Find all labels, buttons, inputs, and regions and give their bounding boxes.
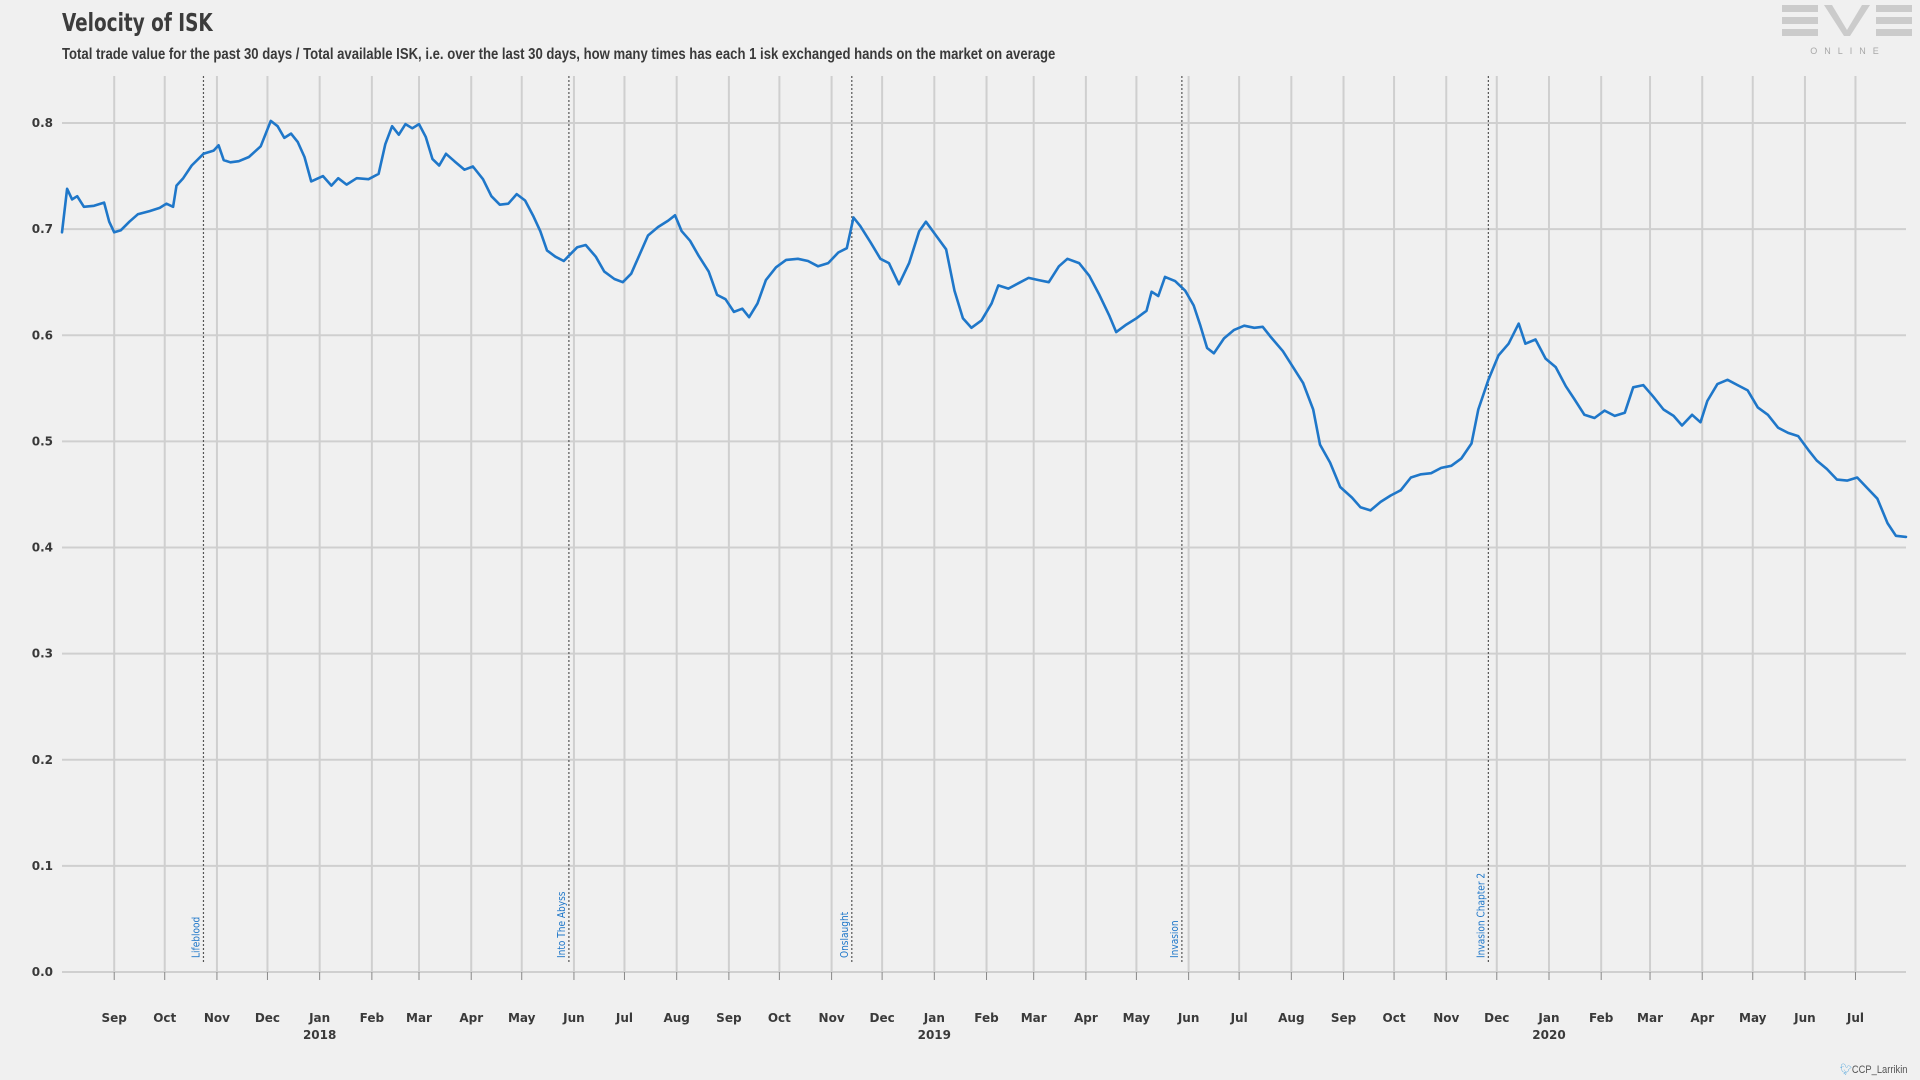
x-tick-label: Mar bbox=[406, 1011, 432, 1025]
x-year-label: 2020 bbox=[1532, 1028, 1565, 1042]
x-tick-label: Jan bbox=[1537, 1011, 1559, 1025]
series-line bbox=[60, 119, 1908, 539]
x-tick-label: Sep bbox=[102, 1011, 128, 1025]
x-tick-label: Dec bbox=[870, 1011, 895, 1025]
x-tick-label: Apr bbox=[1690, 1011, 1714, 1025]
x-tick-label: Feb bbox=[1589, 1011, 1614, 1025]
x-tick-label: Aug bbox=[1278, 1011, 1304, 1025]
y-tick-label: 0.6 bbox=[32, 328, 53, 342]
x-tick-label: Jul bbox=[1846, 1011, 1864, 1025]
credit: 🐦︎CCP_Larrikin bbox=[1840, 1063, 1907, 1076]
y-tick-label: 0.7 bbox=[32, 222, 53, 236]
x-tick-label: Feb bbox=[360, 1011, 385, 1025]
x-tick-label: Apr bbox=[1074, 1011, 1098, 1025]
event-marker-label: Invasion bbox=[1169, 920, 1181, 958]
x-year-label: 2019 bbox=[918, 1028, 951, 1042]
x-tick-label: Dec bbox=[1484, 1011, 1509, 1025]
y-tick-label: 0.5 bbox=[32, 434, 53, 448]
y-tick-label: 0.4 bbox=[32, 541, 53, 555]
twitter-bird-icon: 🐦︎ bbox=[1840, 1064, 1852, 1076]
y-tick-label: 0.8 bbox=[32, 116, 53, 130]
x-tick-label: Sep bbox=[1331, 1011, 1357, 1025]
x-tick-label: Apr bbox=[459, 1011, 483, 1025]
x-tick-label: Jan bbox=[923, 1011, 945, 1025]
y-tick-label: 0.0 bbox=[32, 965, 53, 979]
x-tick-label: May bbox=[508, 1011, 536, 1025]
x-tick-label: Jun bbox=[1793, 1011, 1816, 1025]
event-marker-label: Into The Abyss bbox=[556, 892, 568, 958]
x-year-label: 2018 bbox=[303, 1028, 336, 1042]
x-tick-label: Oct bbox=[768, 1011, 791, 1025]
x-tick-label: Mar bbox=[1021, 1011, 1047, 1025]
x-tick-label: Oct bbox=[1383, 1011, 1406, 1025]
x-tick-label: Nov bbox=[1433, 1011, 1459, 1025]
x-tick-label: Jun bbox=[562, 1011, 585, 1025]
y-tick-label: 0.1 bbox=[32, 859, 53, 873]
chart-title: Velocity of ISK bbox=[62, 8, 213, 37]
y-tick-label: 0.3 bbox=[32, 647, 53, 661]
x-tick-label: Jun bbox=[1177, 1011, 1200, 1025]
event-marker-label: Onslaught bbox=[839, 912, 851, 958]
x-tick-label: Nov bbox=[204, 1011, 230, 1025]
x-tick-label: Nov bbox=[819, 1011, 845, 1025]
x-tick-label: Jul bbox=[615, 1011, 633, 1025]
x-tick-label: May bbox=[1123, 1011, 1151, 1025]
x-tick-label: Jul bbox=[1230, 1011, 1248, 1025]
x-tick-label: May bbox=[1739, 1011, 1767, 1025]
x-tick-label: Sep bbox=[716, 1011, 742, 1025]
eve-online-logo bbox=[1782, 5, 1912, 36]
x-tick-label: Mar bbox=[1637, 1011, 1663, 1025]
x-tick-label: Oct bbox=[153, 1011, 176, 1025]
event-marker-label: Lifeblood bbox=[191, 917, 203, 958]
x-tick-label: Jan bbox=[308, 1011, 330, 1025]
y-tick-label: 0.2 bbox=[32, 753, 53, 767]
x-tick-label: Dec bbox=[255, 1011, 280, 1025]
x-tick-label: Feb bbox=[974, 1011, 999, 1025]
x-tick-label: Aug bbox=[663, 1011, 689, 1025]
event-marker-label: Invasion Chapter 2 bbox=[1476, 873, 1488, 958]
credit-handle: CCP_Larrikin bbox=[1851, 1064, 1908, 1076]
chart-subtitle: Total trade value for the past 30 days /… bbox=[62, 46, 1056, 63]
logo-subtext: ONLINE bbox=[1810, 46, 1886, 56]
